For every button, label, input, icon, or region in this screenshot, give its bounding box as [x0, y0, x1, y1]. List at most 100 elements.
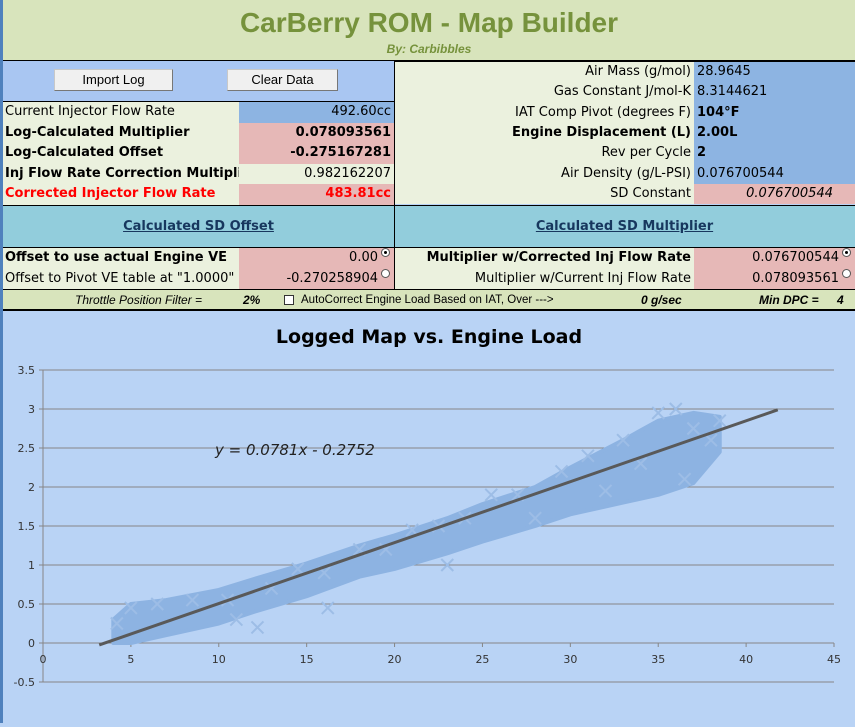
- constant-value: 0.076700544: [694, 183, 855, 205]
- header: CarBerry ROM - Map Builder By: Carbibble…: [3, 0, 855, 61]
- y-tick-label: 3: [28, 403, 35, 416]
- min-dpc-value[interactable]: 4: [837, 293, 844, 307]
- x-tick-label: 20: [388, 653, 402, 666]
- trendline: [98, 408, 779, 647]
- clear-data-button[interactable]: Clear Data: [227, 69, 338, 91]
- scatter-point: [528, 511, 542, 525]
- throttle-filter-value[interactable]: 2%: [243, 293, 261, 307]
- y-tick-label: 2: [28, 481, 35, 494]
- radio-button[interactable]: [381, 268, 390, 278]
- constant-label: Engine Displacement (L): [395, 122, 694, 144]
- scatter-point: [150, 597, 164, 611]
- radio-button[interactable]: [842, 268, 851, 278]
- y-tick-label: 0: [28, 637, 35, 650]
- sd-headers: Calculated SD Offset Calculated SD Multi…: [3, 205, 855, 249]
- scatter-point: [581, 449, 595, 463]
- byline: By: Carbibbles: [386, 42, 472, 56]
- option-label: Offset to Pivot VE table at "1.0000": [3, 268, 239, 289]
- autocorrect-checkbox[interactable]: [284, 295, 294, 305]
- y-tick-label: 1: [28, 559, 35, 572]
- scatter-point: [250, 620, 265, 635]
- scatter-point: [669, 402, 683, 416]
- constant-label: Rev per Cycle: [395, 143, 694, 164]
- x-tick-label: 45: [827, 653, 841, 666]
- divider: [394, 61, 855, 62]
- y-tick-label: 0.5: [18, 598, 36, 611]
- row-value: -0.275167281: [239, 143, 394, 164]
- x-tick-label: 25: [475, 653, 489, 666]
- scatter-chart: Logged Map vs. Engine Load 3.532.521.510…: [14, 326, 841, 689]
- constant-label: IAT Comp Pivot (degrees F): [395, 102, 694, 124]
- scatter-point: [651, 406, 665, 420]
- constant-label: Gas Constant J/mol-K: [395, 82, 694, 103]
- row-label: Log-Calculated Multiplier: [3, 122, 239, 143]
- option-value[interactable]: 0.078093561: [694, 268, 855, 289]
- x-tick-label: 30: [563, 653, 577, 666]
- row-value: 483.81cc: [239, 184, 394, 205]
- row-value: 0.982162207: [239, 163, 394, 184]
- option-label: Offset to use actual Engine VE: [3, 248, 239, 269]
- autocorrect-label: AutoCorrect Engine Load Based on IAT, Ov…: [301, 294, 554, 306]
- scatter-point: [713, 413, 727, 428]
- row-value[interactable]: 492.60cc: [239, 102, 394, 123]
- constant-label: Air Mass (g/mol): [395, 62, 694, 83]
- row-label: Log-Calculated Offset: [3, 143, 239, 164]
- scatter-point: [291, 562, 305, 576]
- constant-value[interactable]: 28.9645: [694, 62, 855, 83]
- constant-value[interactable]: 2: [694, 143, 855, 164]
- scatter-point: [321, 601, 335, 615]
- x-tick-label: 15: [300, 653, 314, 666]
- y-tick-label: 1.5: [18, 520, 36, 533]
- import-log-button[interactable]: Import Log: [54, 69, 173, 91]
- sd-multiplier-title: Calculated SD Multiplier: [535, 219, 714, 234]
- radio-button[interactable]: [842, 248, 851, 257]
- button-area: Import Log Clear Data: [3, 61, 394, 102]
- option-value[interactable]: -0.270258904: [239, 268, 394, 289]
- constant-value[interactable]: 8.3144621: [694, 82, 855, 103]
- chart-area: Logged Map vs. Engine Load 3.5 3 2.5 2 1.5 1 0…: [3, 313, 855, 723]
- row-label: Corrected Injector Flow Rate: [3, 184, 239, 205]
- page-title: CarBerry ROM - Map Builder: [239, 7, 619, 38]
- scatter-point: [554, 464, 569, 479]
- window-edge: [0, 0, 3, 723]
- option-value-text: 0.078093561: [752, 270, 839, 286]
- chart-title: Logged Map vs. Engine Load: [276, 326, 582, 348]
- divider: [394, 248, 395, 289]
- gsec-value[interactable]: 0 g/sec: [641, 293, 682, 307]
- trendline-equation: y = 0.0781x - 0.2752: [214, 441, 375, 459]
- scatter-point: [704, 433, 718, 447]
- scatter-point-cloud: [111, 410, 722, 645]
- x-tick-label: 40: [739, 653, 753, 666]
- sd-offset-title: Calculated SD Offset: [123, 219, 274, 234]
- scatter-point: [440, 558, 454, 572]
- x-tick-label: 5: [127, 653, 134, 666]
- throttle-filter-label: Throttle Position Filter =: [75, 293, 203, 307]
- filter-bar: Throttle Position Filter = 2% AutoCorrec…: [3, 289, 855, 311]
- scatter-point: [124, 601, 138, 615]
- option-value[interactable]: 0.076700544: [694, 248, 855, 269]
- x-tick-label: 0: [40, 653, 47, 666]
- scatter-point: [677, 472, 692, 486]
- divider: [394, 206, 395, 249]
- y-tick-label: -0.5: [14, 676, 35, 689]
- row-label: Current Injector Flow Rate: [3, 102, 239, 123]
- x-tick-label: 10: [212, 653, 226, 666]
- constant-label: SD Constant: [395, 183, 694, 205]
- row-value: 0.078093561: [239, 122, 394, 143]
- scatter-point: [484, 488, 498, 502]
- option-label: Multiplier w/Current Inj Flow Rate: [395, 268, 694, 289]
- scatter-point: [110, 616, 124, 631]
- scatter-point: [598, 484, 613, 498]
- option-label: Multiplier w/Corrected Inj Flow Rate: [395, 248, 694, 269]
- divider: [394, 61, 395, 249]
- option-value-text: 0.076700544: [752, 250, 839, 265]
- option-value-text: 0.00: [349, 250, 378, 265]
- option-value[interactable]: 0.00: [239, 248, 394, 269]
- constant-value[interactable]: 104°F: [694, 102, 855, 124]
- y-tick-label: 3.5: [18, 364, 36, 377]
- constant-value[interactable]: 0.076700544: [694, 163, 855, 184]
- y-tick-label: 2.5: [18, 442, 36, 455]
- radio-button[interactable]: [381, 248, 390, 257]
- constant-value[interactable]: 2.00L: [694, 122, 855, 144]
- scatter-point: [185, 593, 200, 607]
